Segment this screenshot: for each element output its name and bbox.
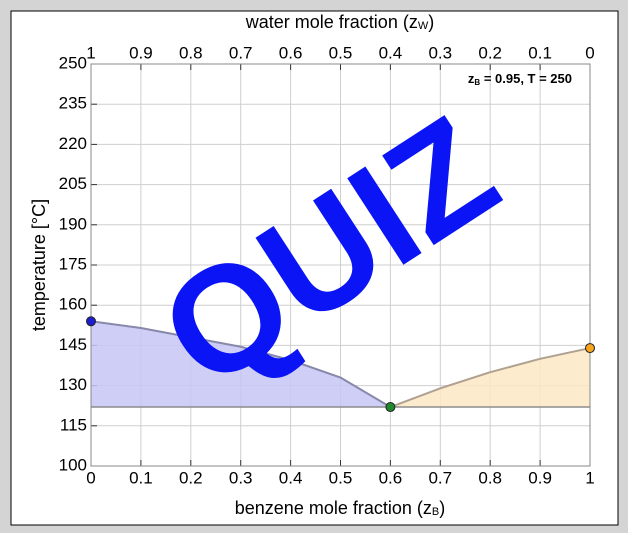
annotation-part: B (474, 78, 480, 87)
x2-tick-label: 0.2 (478, 43, 502, 62)
y-tick-label: 130 (59, 375, 87, 394)
x-tick-label: 0.7 (428, 468, 452, 487)
label-part: water mole fraction (z (245, 12, 418, 32)
label-part: benzene mole fraction (z (235, 498, 432, 518)
annotation-part: = 0.95, T = 250 (480, 71, 572, 86)
y-tick-label: 175 (59, 254, 87, 273)
x-tick-label: 0.4 (279, 468, 303, 487)
point (385, 402, 396, 413)
annotation: zB = 0.95, T = 250 (468, 71, 572, 87)
label-sub: B (432, 506, 439, 518)
x2-tick-label: 1 (86, 43, 95, 62)
x-tick-label: 0.1 (129, 468, 153, 487)
x2-tick-label: 0.3 (428, 43, 452, 62)
label-part: ) (428, 12, 434, 32)
line (390, 347, 591, 408)
x-tick-label: 0.5 (329, 468, 353, 487)
label-sub: W (418, 20, 429, 32)
y-tick-label: 220 (59, 134, 87, 153)
x-tick-label: 0.3 (229, 468, 253, 487)
x-axis-label: benzene mole fraction (zB) (235, 498, 445, 518)
area (91, 321, 391, 408)
x-tick-label: 1 (585, 468, 594, 487)
point (585, 343, 595, 354)
x-tick-label: 0.8 (478, 468, 502, 487)
annotation-part: z (468, 71, 475, 86)
x2-axis-label: water mole fraction (zW) (245, 12, 434, 32)
y-tick-label: 235 (59, 94, 87, 113)
x2-tick-label: 0.8 (179, 43, 203, 62)
x-tick-label: 0.2 (179, 468, 203, 487)
plot-area (90, 63, 591, 467)
point (86, 316, 96, 327)
x2-tick-label: 0.4 (379, 43, 403, 62)
x2-tick-label: 0.1 (528, 43, 552, 62)
y-tick-label: 250 (59, 53, 87, 72)
x2-tick-label: 0.6 (279, 43, 303, 62)
y-tick-label: 100 (59, 455, 87, 474)
line (90, 320, 391, 408)
y-tick-label: 205 (59, 174, 87, 193)
x-tick-label: 0 (86, 468, 95, 487)
area (390, 348, 590, 408)
y-axis-label: temperature [°C] (29, 199, 49, 331)
y-tick-label: 145 (59, 335, 87, 354)
x2-tick-label: 0.5 (329, 43, 353, 62)
x-tick-label: 0.9 (528, 468, 552, 487)
x2-tick-label: 0 (585, 43, 594, 62)
x2-tick-label: 0.7 (229, 43, 253, 62)
x-tick-label: 0.6 (379, 468, 403, 487)
x2-tick-label: 0.9 (129, 43, 153, 62)
plot-border (90, 63, 591, 467)
y-tick-label: 190 (59, 214, 87, 233)
y-tick-label: 160 (59, 295, 87, 314)
label-part: ) (439, 498, 445, 518)
y-tick-label: 115 (60, 415, 87, 434)
